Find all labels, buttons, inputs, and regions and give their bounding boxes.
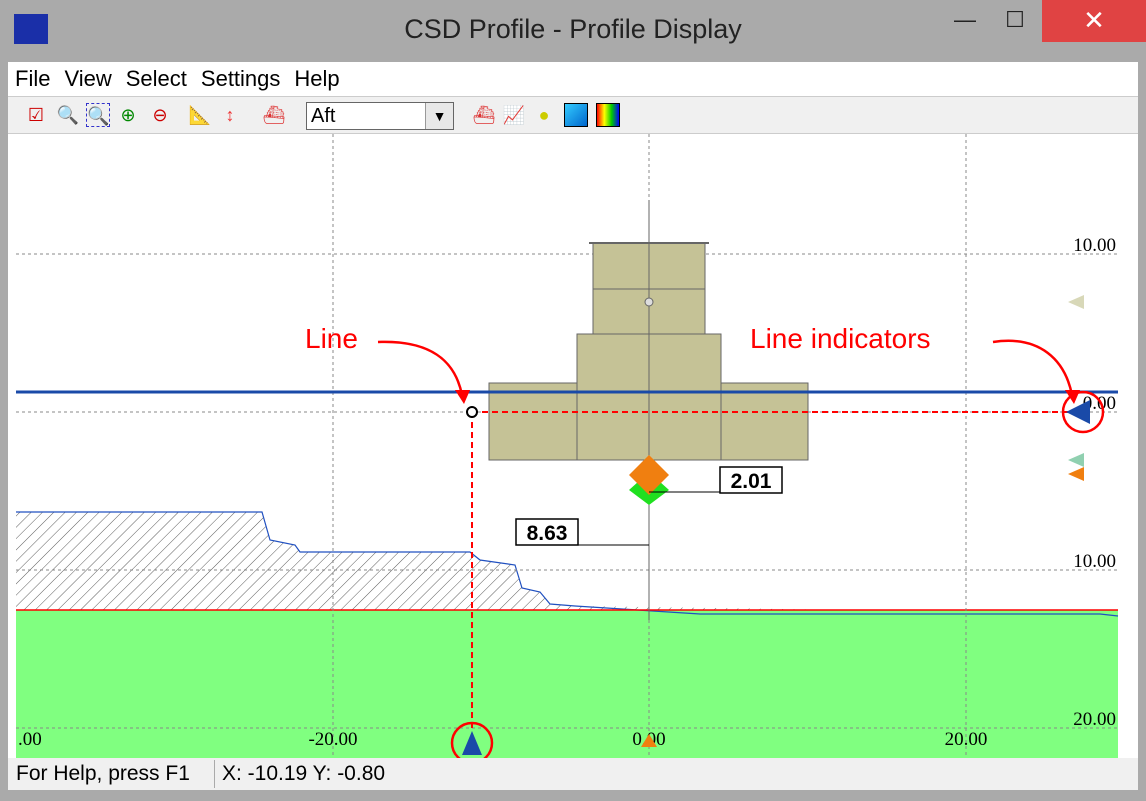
status-coordinates: X: -10.19 Y: -0.80 <box>222 762 386 785</box>
zoom-window-icon[interactable]: 🔍 <box>86 103 110 127</box>
y-tick: 10.00 <box>1073 235 1116 256</box>
color-grid-icon[interactable] <box>596 103 620 127</box>
annotation-line: Line <box>305 323 358 354</box>
menu-settings[interactable]: Settings <box>200 66 281 91</box>
menu-bar: File View Select Settings Help <box>8 62 1138 96</box>
svg-text:2.01: 2.01 <box>731 470 772 493</box>
line-indicator-icon[interactable] <box>1068 467 1084 481</box>
line-position-marker-icon[interactable] <box>462 731 482 755</box>
menu-select[interactable]: Select <box>125 66 187 91</box>
status-bar: For Help, press F1 X: -10.19 Y: -0.80 <box>8 758 1138 790</box>
ruler-icon[interactable]: 📐 <box>188 105 212 125</box>
annotation-line-indicators: Line indicators <box>750 323 931 354</box>
cursor-point[interactable] <box>466 406 478 418</box>
checklist-icon[interactable]: ☑ <box>27 105 45 125</box>
annotations <box>377 339 1105 758</box>
minimize-button[interactable]: — <box>954 7 976 32</box>
toolbar: ☑ 🔍 🔍 ⊕ ⊖ 📐 ↕ ⛴ Aft ▼ ⛴ 📈 ● <box>8 96 1138 134</box>
line-indicator-icon[interactable] <box>1066 400 1090 424</box>
vessel <box>488 200 809 620</box>
menu-help[interactable]: Help <box>294 66 340 91</box>
vessel-select-icon[interactable]: ⛴ <box>472 105 496 125</box>
vessel-position-marker-icon <box>641 734 657 747</box>
line-indicator-icon[interactable] <box>1068 453 1084 467</box>
app-icon <box>14 14 48 44</box>
svg-text:8.63: 8.63 <box>527 522 568 545</box>
x-tick: -20.00 <box>308 729 357 750</box>
window-title: CSD Profile - Profile Display <box>404 14 742 44</box>
x-tick: .00 <box>18 729 42 750</box>
line-indicator-icon[interactable] <box>1068 295 1084 309</box>
zoom-in-icon[interactable]: ⊕ <box>120 105 136 125</box>
menu-file[interactable]: File <box>15 66 51 91</box>
status-help-text: For Help, press F1 <box>16 762 190 785</box>
tape-measure-icon[interactable]: ● <box>538 105 550 125</box>
zoom-icon[interactable]: 🔍 <box>56 105 80 125</box>
view-select-value: Aft <box>311 105 336 127</box>
draft-marker-orange <box>629 455 669 495</box>
maximize-button[interactable]: ☐ <box>1005 7 1025 32</box>
view-select[interactable]: Aft ▼ <box>306 102 454 130</box>
zoom-out-icon[interactable]: ⊖ <box>152 105 168 125</box>
y-tick: 10.00 <box>1073 551 1116 572</box>
title-bar: CSD Profile - Profile Display — ☐ ✕ <box>0 0 1146 62</box>
menu-view[interactable]: View <box>64 66 112 91</box>
x-tick: 20.00 <box>945 729 988 750</box>
chevron-down-icon[interactable]: ▼ <box>425 103 453 129</box>
seabed <box>16 511 1119 758</box>
vessel-icon[interactable]: ⛴ <box>262 105 286 125</box>
profile-chart-icon[interactable]: 📈 <box>502 105 526 125</box>
offset-label: 8.63 <box>515 518 579 546</box>
measure-line-icon[interactable]: ↕ <box>225 105 235 125</box>
y-tick: 20.00 <box>1073 709 1116 730</box>
depth-label: 2.01 <box>719 466 783 494</box>
close-button[interactable]: ✕ <box>1042 0 1146 42</box>
y-tick: 0.00 <box>1083 393 1116 414</box>
profile-plot[interactable]: 2.01 8.63 .00 -20.00 0.00 20.00 10.00 0.… <box>8 134 1138 758</box>
gradient-icon[interactable] <box>564 103 588 127</box>
